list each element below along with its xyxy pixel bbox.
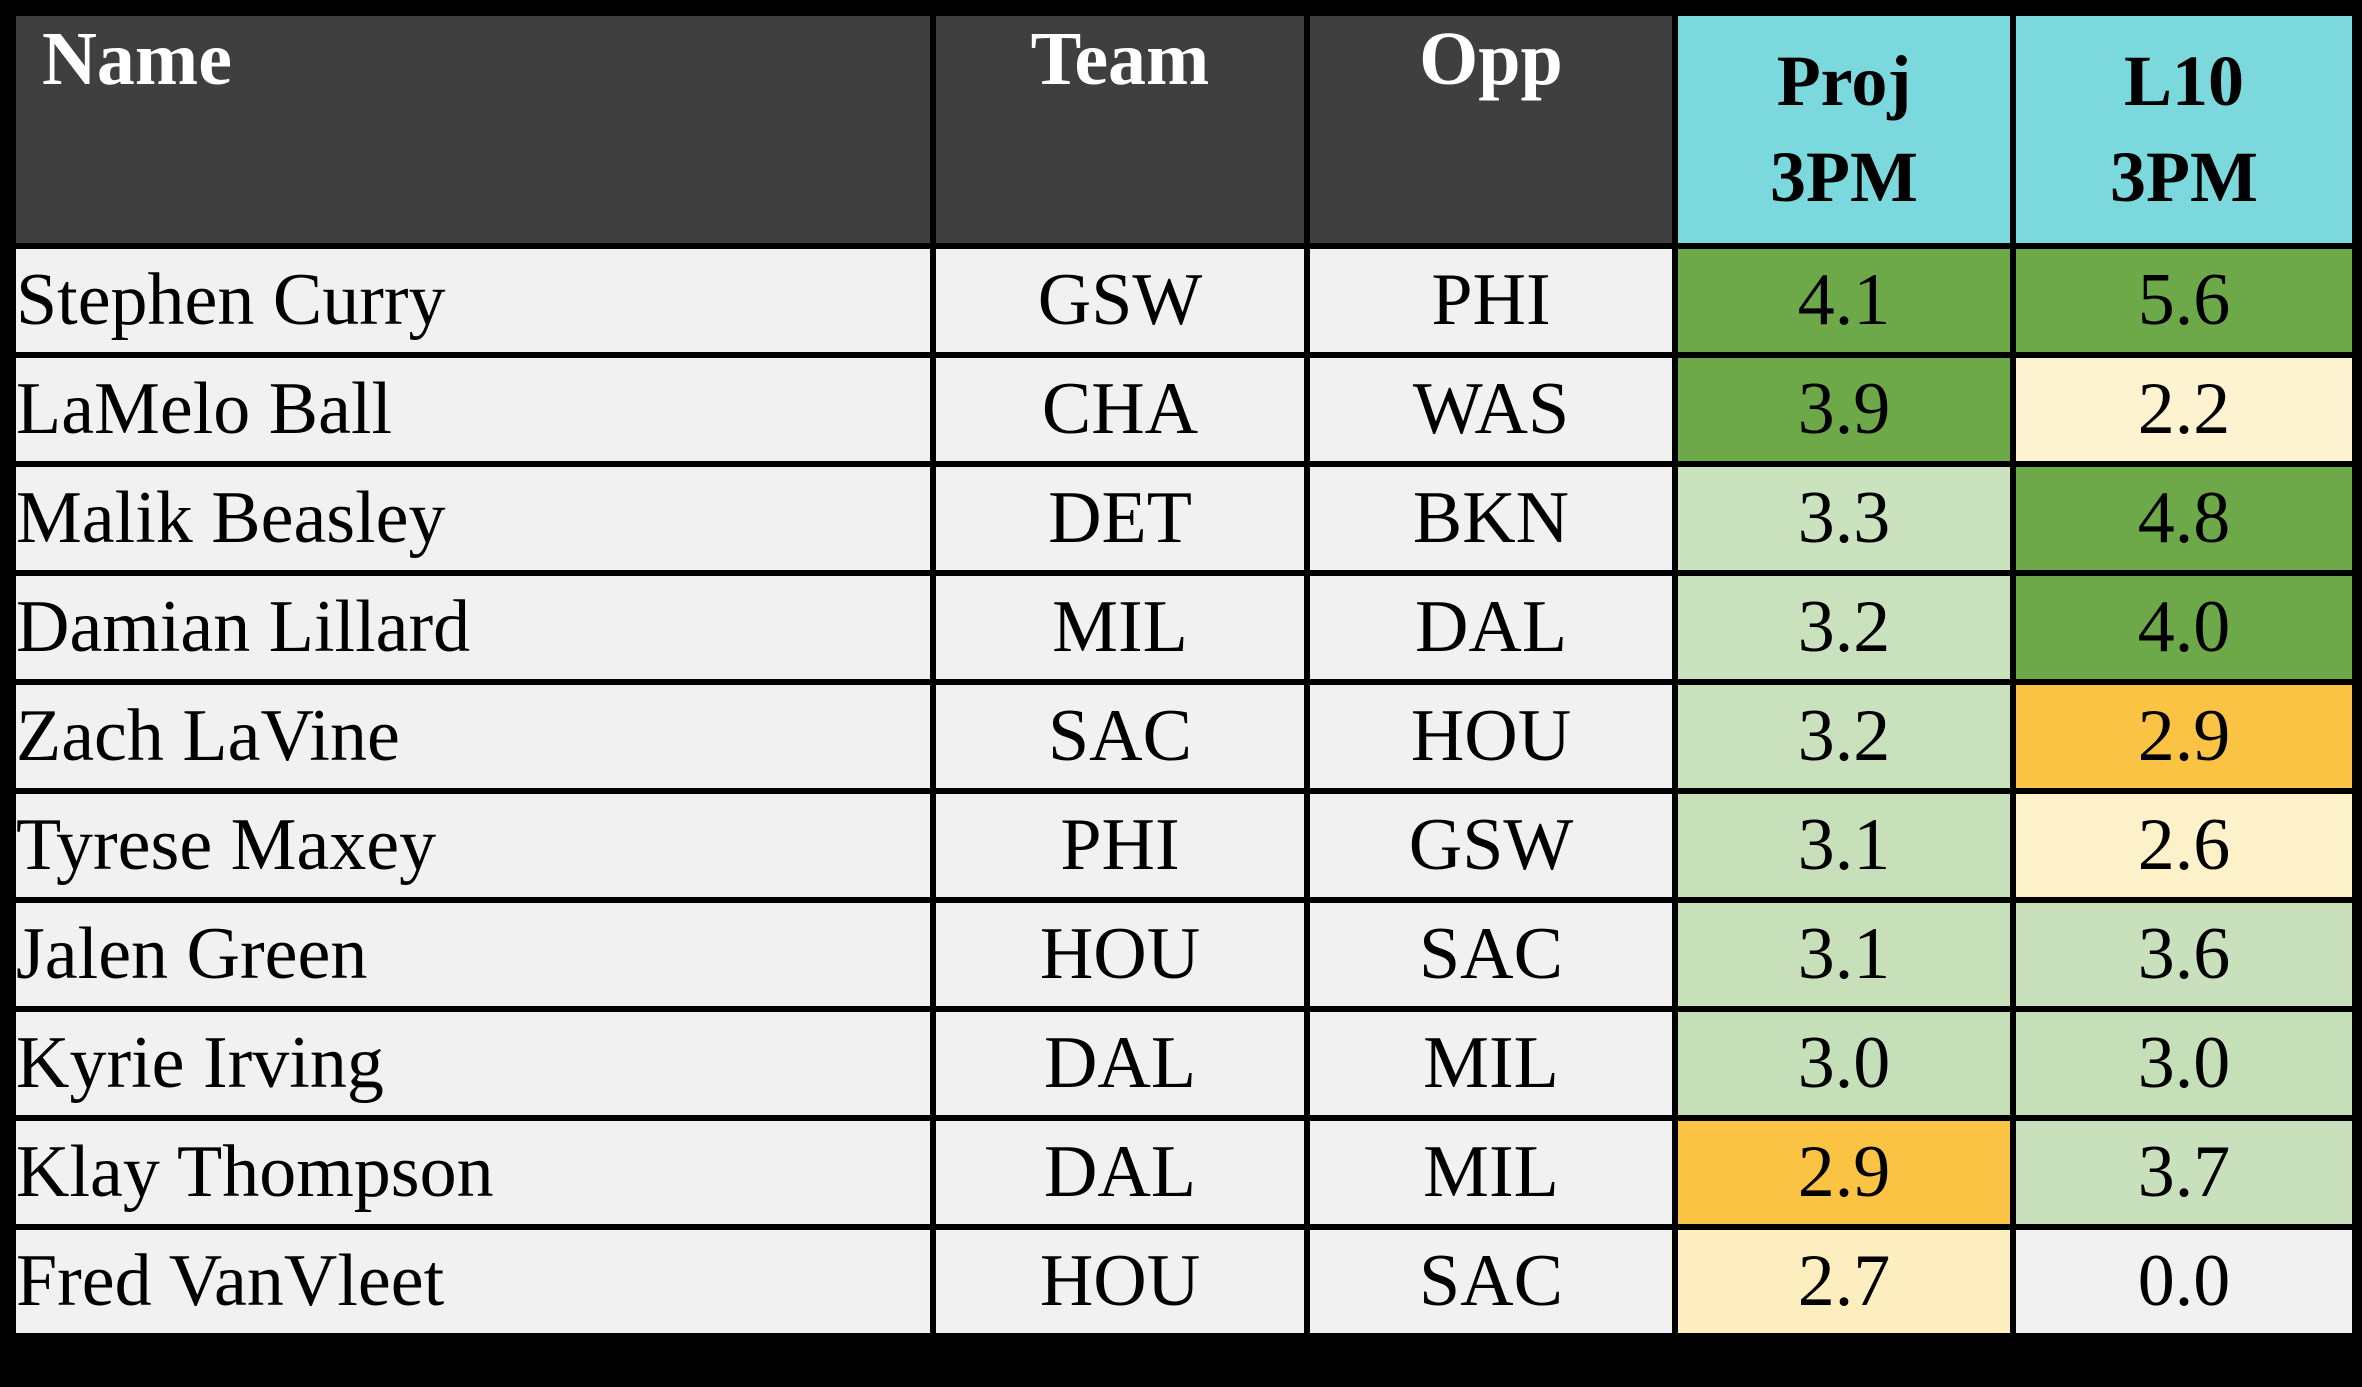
team-cell: CHA <box>930 352 1310 467</box>
proj-3pm-cell: 3.3 <box>1672 461 2016 576</box>
opp-cell: HOU <box>1304 679 1678 794</box>
table-row: Stephen Curry GSW PHI 4.1 5.6 <box>10 243 2358 358</box>
player-name-cell: Zach LaVine <box>10 679 936 794</box>
table-row: Zach LaVine SAC HOU 3.2 2.9 <box>10 679 2358 794</box>
column-header-proj-3pm: Proj 3PM <box>1672 10 2016 249</box>
proj-3pm-cell: 2.7 <box>1672 1224 2016 1339</box>
l10-3pm-cell: 4.0 <box>2010 570 2358 685</box>
table-row: Fred VanVleet HOU SAC 2.7 0.0 <box>10 1224 2358 1339</box>
team-cell: DET <box>930 461 1310 576</box>
table-row: Tyrese Maxey PHI GSW 3.1 2.6 <box>10 788 2358 903</box>
header-row: Name Team Opp Proj 3PM L10 3PM <box>10 10 2358 249</box>
column-header-proj-line2: 3PM <box>1770 136 1918 217</box>
l10-3pm-cell: 3.0 <box>2010 1006 2358 1121</box>
table-row: Kyrie Irving DAL MIL 3.0 3.0 <box>10 1006 2358 1121</box>
opp-cell: GSW <box>1304 788 1678 903</box>
l10-3pm-cell: 3.7 <box>2010 1115 2358 1230</box>
proj-3pm-cell: 3.9 <box>1672 352 2016 467</box>
team-cell: PHI <box>930 788 1310 903</box>
proj-3pm-cell: 3.1 <box>1672 897 2016 1012</box>
table-row: Malik Beasley DET BKN 3.3 4.8 <box>10 461 2358 576</box>
player-name-cell: LaMelo Ball <box>10 352 936 467</box>
player-name-cell: Damian Lillard <box>10 570 936 685</box>
opp-cell: PHI <box>1304 243 1678 358</box>
team-cell: SAC <box>930 679 1310 794</box>
team-cell: DAL <box>930 1115 1310 1230</box>
proj-3pm-cell: 3.0 <box>1672 1006 2016 1121</box>
column-header-l10-3pm: L10 3PM <box>2010 10 2358 249</box>
l10-3pm-cell: 2.9 <box>2010 679 2358 794</box>
player-name-cell: Klay Thompson <box>10 1115 936 1230</box>
player-name-cell: Fred VanVleet <box>10 1224 936 1339</box>
table-row: Damian Lillard MIL DAL 3.2 4.0 <box>10 570 2358 685</box>
column-header-l10-line1: L10 <box>2123 41 2245 122</box>
table-row: Jalen Green HOU SAC 3.1 3.6 <box>10 897 2358 1012</box>
opp-cell: MIL <box>1304 1115 1678 1230</box>
team-cell: GSW <box>930 243 1310 358</box>
column-header-l10-line2: 3PM <box>2110 136 2258 217</box>
opp-cell: SAC <box>1304 897 1678 1012</box>
l10-3pm-cell: 0.0 <box>2010 1224 2358 1339</box>
opp-cell: BKN <box>1304 461 1678 576</box>
proj-3pm-cell: 3.1 <box>1672 788 2016 903</box>
l10-3pm-cell: 4.8 <box>2010 461 2358 576</box>
proj-3pm-cell: 4.1 <box>1672 243 2016 358</box>
l10-3pm-cell: 2.6 <box>2010 788 2358 903</box>
player-name-cell: Kyrie Irving <box>10 1006 936 1121</box>
l10-3pm-cell: 2.2 <box>2010 352 2358 467</box>
team-cell: HOU <box>930 897 1310 1012</box>
table-row: LaMelo Ball CHA WAS 3.9 2.2 <box>10 352 2358 467</box>
column-header-team: Team <box>930 10 1310 249</box>
opp-cell: MIL <box>1304 1006 1678 1121</box>
column-header-opp: Opp <box>1304 10 1678 249</box>
player-name-cell: Malik Beasley <box>10 461 936 576</box>
team-cell: DAL <box>930 1006 1310 1121</box>
opp-cell: SAC <box>1304 1224 1678 1339</box>
team-cell: HOU <box>930 1224 1310 1339</box>
team-cell: MIL <box>930 570 1310 685</box>
table-row: Klay Thompson DAL MIL 2.9 3.7 <box>10 1115 2358 1230</box>
player-name-cell: Jalen Green <box>10 897 936 1012</box>
player-name-cell: Tyrese Maxey <box>10 788 936 903</box>
proj-3pm-cell: 3.2 <box>1672 570 2016 685</box>
opp-cell: DAL <box>1304 570 1678 685</box>
column-header-proj-line1: Proj <box>1776 41 1912 122</box>
opp-cell: WAS <box>1304 352 1678 467</box>
table-body: Stephen Curry GSW PHI 4.1 5.6 LaMelo Bal… <box>10 243 2358 1339</box>
projections-table: Name Team Opp Proj 3PM L10 3PM Stephen C… <box>10 10 2358 1339</box>
player-name-cell: Stephen Curry <box>10 243 936 358</box>
proj-3pm-cell: 3.2 <box>1672 679 2016 794</box>
proj-3pm-cell: 2.9 <box>1672 1115 2016 1230</box>
column-header-name: Name <box>10 10 936 249</box>
l10-3pm-cell: 3.6 <box>2010 897 2358 1012</box>
l10-3pm-cell: 5.6 <box>2010 243 2358 358</box>
